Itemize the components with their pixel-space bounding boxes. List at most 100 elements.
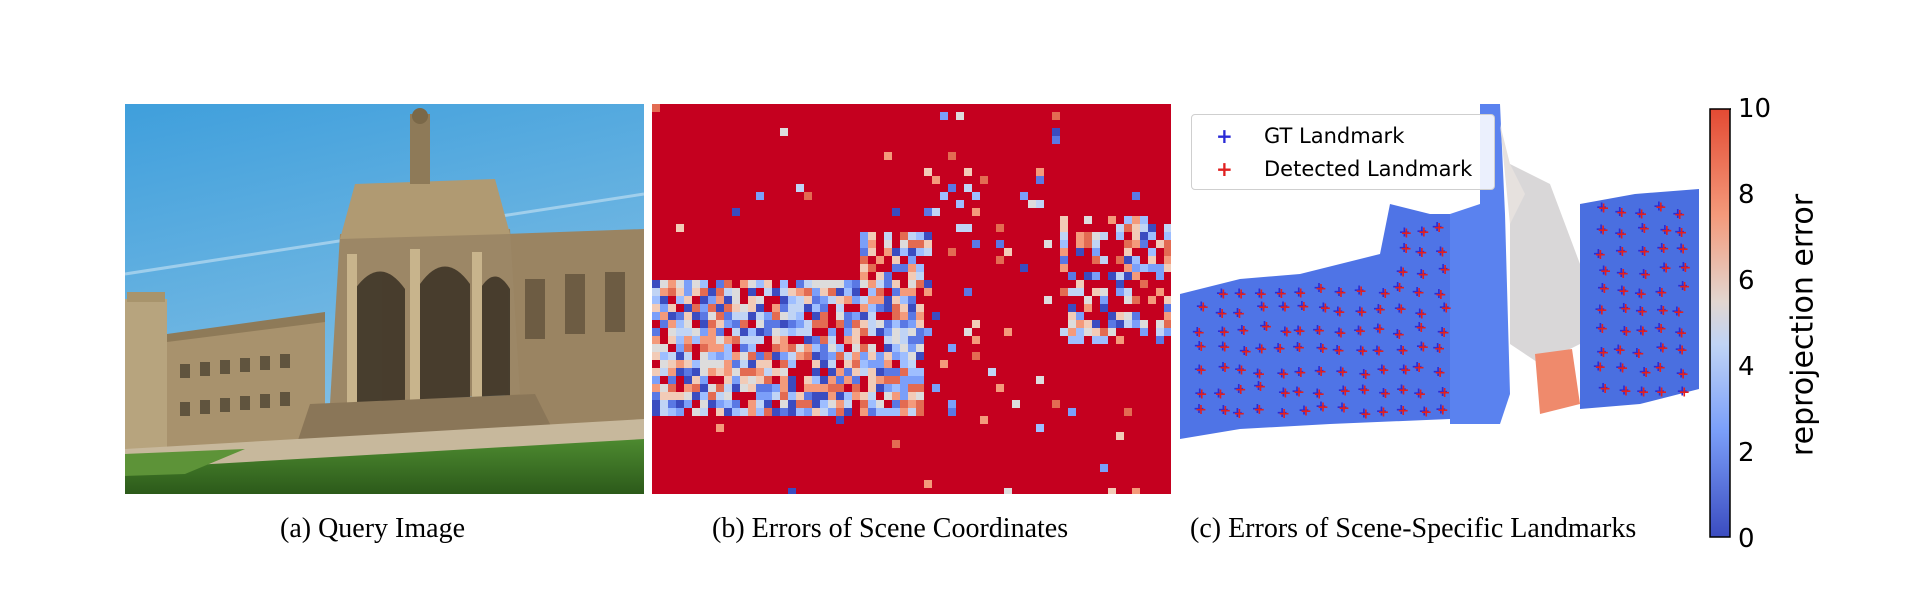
- detected-landmark-mark: +: [1677, 366, 1689, 382]
- gt-landmark-mark: +: [1378, 385, 1390, 401]
- error-cell: [860, 400, 868, 408]
- error-cell: [892, 368, 900, 376]
- error-cell: [748, 336, 756, 344]
- detected-landmark-mark: +: [1335, 326, 1347, 342]
- detected-landmark-mark: +: [1300, 404, 1312, 420]
- error-cell: [1132, 224, 1140, 232]
- error-cell: [780, 288, 788, 296]
- error-cell: [1100, 464, 1108, 472]
- error-cell: [684, 400, 692, 408]
- detected-landmark-mark: +: [1617, 360, 1629, 376]
- error-cell: [668, 360, 676, 368]
- error-cell: [684, 312, 692, 320]
- error-cell: [748, 312, 756, 320]
- error-cell: [916, 376, 924, 384]
- error-cell: [876, 280, 884, 288]
- error-cell: [652, 408, 660, 416]
- detected-landmark-mark: +: [1195, 402, 1207, 418]
- error-cell: [772, 384, 780, 392]
- error-cell: [964, 328, 972, 336]
- error-cell: [828, 384, 836, 392]
- error-cell: [788, 360, 796, 368]
- gt-landmark-mark: +: [1618, 383, 1630, 399]
- error-cell: [732, 360, 740, 368]
- error-cell: [716, 384, 724, 392]
- error-cell: [700, 376, 708, 384]
- error-cell: [900, 376, 908, 384]
- error-cell: [692, 408, 700, 416]
- error-cell: [796, 344, 804, 352]
- gt-landmark-mark: +: [1193, 338, 1205, 354]
- error-cell: [780, 384, 788, 392]
- gt-landmark-mark: +: [1635, 303, 1647, 319]
- gt-landmark-mark: +: [1418, 403, 1430, 419]
- error-cell: [748, 280, 756, 288]
- gt-landmark-marker: +: [1216, 124, 1233, 148]
- error-cell: [900, 248, 908, 256]
- detected-landmark-mark: +: [1617, 244, 1629, 260]
- gt-landmark-mark: +: [1614, 204, 1626, 220]
- detected-landmark-mark: +: [1278, 406, 1290, 422]
- error-cell: [844, 400, 852, 408]
- error-cell: [884, 296, 892, 304]
- error-cell: [956, 200, 964, 208]
- error-cell: [812, 296, 820, 304]
- error-cell: [1132, 296, 1140, 304]
- error-cell: [1060, 288, 1068, 296]
- error-cell: [652, 368, 660, 376]
- error-cell: [916, 248, 924, 256]
- colorbar-tick-6: 6: [1738, 266, 1755, 296]
- error-cell: [684, 344, 692, 352]
- error-cell: [972, 240, 980, 248]
- error-cell: [1028, 200, 1036, 208]
- gt-landmark-mark: +: [1398, 240, 1410, 256]
- error-cell: [708, 336, 716, 344]
- gt-landmark-mark: +: [1596, 280, 1608, 296]
- error-cell: [908, 352, 916, 360]
- error-cell: [908, 312, 916, 320]
- gt-landmark-mark: +: [1392, 279, 1404, 295]
- error-cell: [724, 312, 732, 320]
- gt-landmark-mark: +: [1615, 265, 1627, 281]
- detected-landmark-mark: +: [1618, 284, 1630, 300]
- error-cell: [748, 296, 756, 304]
- error-cell: [716, 352, 724, 360]
- error-cell: [700, 336, 708, 344]
- detected-landmark-mark: +: [1440, 301, 1452, 317]
- gt-landmark-mark: +: [1674, 325, 1686, 341]
- error-cell: [772, 336, 780, 344]
- error-cell: [884, 320, 892, 328]
- error-cell: [900, 400, 908, 408]
- colorbar-tick-10: 10: [1738, 94, 1772, 124]
- error-cell: [756, 296, 764, 304]
- detected-landmark-mark: +: [1219, 403, 1231, 419]
- error-cell: [860, 248, 868, 256]
- error-cell: [908, 384, 916, 392]
- error-cell: [1076, 336, 1084, 344]
- error-cell: [884, 360, 892, 368]
- error-cell: [852, 344, 860, 352]
- error-cell: [652, 392, 660, 400]
- gt-landmark-mark: +: [1676, 383, 1688, 399]
- detected-landmark-mark: +: [1380, 386, 1392, 402]
- gt-landmark-mark: +: [1358, 366, 1370, 382]
- error-cell: [724, 344, 732, 352]
- gt-landmark-mark: +: [1594, 320, 1606, 336]
- error-cell: [1124, 256, 1132, 264]
- error-cell: [676, 360, 684, 368]
- detected-landmark-mark: +: [1638, 221, 1650, 237]
- gt-landmark-mark: +: [1396, 381, 1408, 397]
- detected-landmark-mark: +: [1435, 287, 1447, 303]
- error-cell: [948, 344, 956, 352]
- error-cell: [892, 320, 900, 328]
- error-cell: [660, 360, 668, 368]
- error-cell: [900, 328, 908, 336]
- detected-landmark-mark: +: [1655, 200, 1667, 216]
- error-cell: [924, 328, 932, 336]
- gt-landmark-mark: +: [1291, 383, 1303, 399]
- detected-landmark-mark: +: [1219, 360, 1231, 376]
- error-cell: [828, 296, 836, 304]
- detected-landmark-label: Detected Landmark: [1264, 157, 1473, 181]
- error-cell: [1060, 248, 1068, 256]
- error-cell: [892, 304, 900, 312]
